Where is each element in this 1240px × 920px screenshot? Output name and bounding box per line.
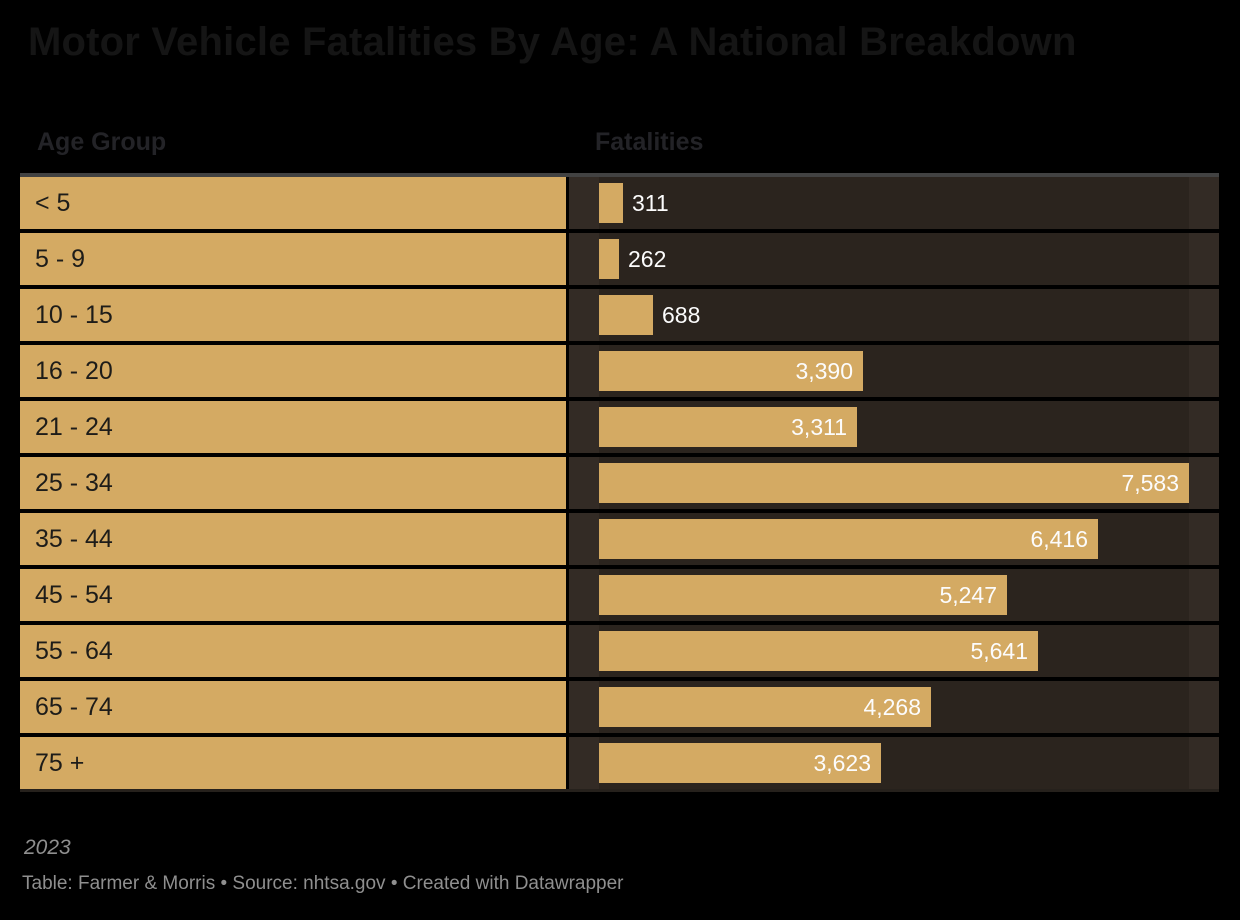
- bar-value-label: 262: [628, 246, 667, 272]
- age-group-cell: 5 - 9: [20, 233, 566, 285]
- table-row: 16 - 20 3,390: [20, 345, 1219, 397]
- table-row: 10 - 15 688: [20, 289, 1219, 341]
- bar-value-label: 6,416: [1030, 526, 1088, 552]
- table-row: < 5 311: [20, 177, 1219, 229]
- age-group-cell: 35 - 44: [20, 513, 566, 565]
- bar-track: [599, 289, 1189, 341]
- fatality-bar: [599, 687, 931, 727]
- age-group-cell: 21 - 24: [20, 401, 566, 453]
- bar-value-label: 3,623: [813, 750, 871, 776]
- bar-cell: 3,390: [569, 345, 1219, 397]
- bar-value-label: 311: [632, 190, 669, 216]
- age-group-cell: 45 - 54: [20, 569, 566, 621]
- bar-track: [599, 233, 1189, 285]
- age-group-cell: < 5: [20, 177, 566, 229]
- fatality-bar: [599, 631, 1038, 671]
- table-row: 25 - 34 7,583: [20, 457, 1219, 509]
- chart-byline: Table: Farmer & Morris • Source: nhtsa.g…: [22, 873, 624, 894]
- bar-value-label: 7,583: [1121, 470, 1179, 496]
- bar-value-label: 5,247: [939, 582, 997, 608]
- fatality-bar: [599, 519, 1098, 559]
- chart-note: 2023: [24, 836, 71, 859]
- age-group-cell: 10 - 15: [20, 289, 566, 341]
- bar-cell: 311: [569, 177, 1219, 229]
- bar-cell: 6,416: [569, 513, 1219, 565]
- age-group-cell: 16 - 20: [20, 345, 566, 397]
- age-group-cell: 65 - 74: [20, 681, 566, 733]
- age-group-cell: 25 - 34: [20, 457, 566, 509]
- fatality-bar: [599, 295, 653, 335]
- fatality-bar: [599, 463, 1189, 503]
- table-row: 55 - 64 5,641: [20, 625, 1219, 677]
- table-row: 21 - 24 3,311: [20, 401, 1219, 453]
- fatality-bar: [599, 575, 1007, 615]
- fatality-bar: [599, 183, 623, 223]
- bar-value-label: 688: [662, 302, 701, 328]
- table-row: 45 - 54 5,247: [20, 569, 1219, 621]
- data-table: < 5 311 5 - 9 262 10 - 15 688 16 - 20 3,390 21 -…: [20, 173, 1219, 792]
- bar-value-label: 4,268: [863, 694, 921, 720]
- bar-value-label: 3,311: [791, 414, 847, 440]
- fatality-bar: [599, 351, 863, 391]
- table-row: 35 - 44 6,416: [20, 513, 1219, 565]
- bar-cell: 4,268: [569, 681, 1219, 733]
- bar-cell: 688: [569, 289, 1219, 341]
- fatality-bar: [599, 743, 881, 783]
- bar-cell: 5,247: [569, 569, 1219, 621]
- column-header-age-group: Age Group: [37, 128, 167, 156]
- table-top-border: [20, 173, 1219, 177]
- bar-cell: 262: [569, 233, 1219, 285]
- table-row: 65 - 74 4,268: [20, 681, 1219, 733]
- column-header-fatalities: Fatalities: [595, 128, 704, 156]
- bar-cell: 7,583: [569, 457, 1219, 509]
- age-group-cell: 55 - 64: [20, 625, 566, 677]
- fatality-bar: [599, 239, 619, 279]
- age-group-cell: 75 +: [20, 737, 566, 789]
- fatality-bar: [599, 407, 857, 447]
- table-bottom-border: [20, 789, 1219, 792]
- table-row: 5 - 9 262: [20, 233, 1219, 285]
- bar-cell: 5,641: [569, 625, 1219, 677]
- bar-value-label: 3,390: [795, 358, 853, 384]
- bar-cell: 3,623: [569, 737, 1219, 789]
- chart-title: Motor Vehicle Fatalities By Age: A Natio…: [28, 20, 1077, 64]
- bar-value-label: 5,641: [970, 638, 1028, 664]
- bar-track: [599, 177, 1189, 229]
- bar-cell: 3,311: [569, 401, 1219, 453]
- table-rows: < 5 311 5 - 9 262 10 - 15 688 16 - 20 3,390 21 -…: [20, 177, 1219, 789]
- table-row: 75 + 3,623: [20, 737, 1219, 789]
